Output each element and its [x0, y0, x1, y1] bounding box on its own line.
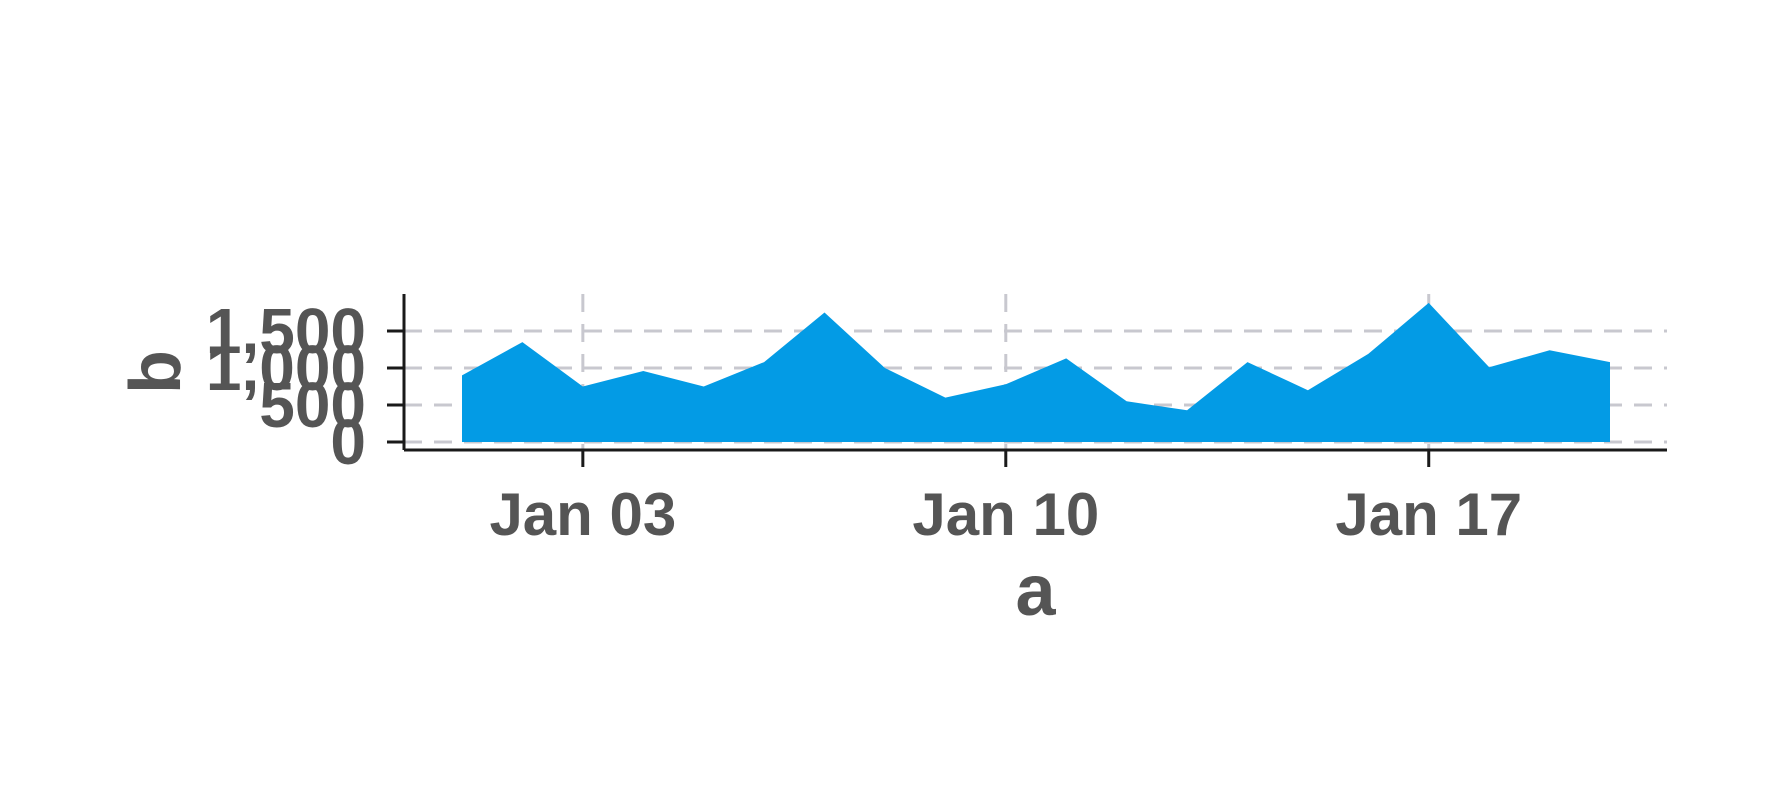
- x-axis-title: a: [1015, 551, 1056, 631]
- x-tick-label: Jan 10: [912, 481, 1099, 548]
- area-series: [462, 303, 1610, 442]
- y-axis-title: b: [116, 350, 196, 394]
- area-fill: [462, 303, 1610, 442]
- x-axis-ticks: Jan 03 Jan 10 Jan 17: [489, 450, 1522, 548]
- y-tick-label: 1,500: [206, 295, 366, 367]
- x-tick-label: Jan 17: [1335, 481, 1522, 548]
- x-tick-label: Jan 03: [489, 481, 676, 548]
